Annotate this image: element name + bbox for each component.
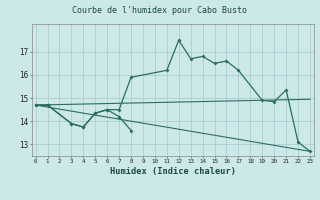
X-axis label: Humidex (Indice chaleur): Humidex (Indice chaleur) [110,167,236,176]
Text: Courbe de l'humidex pour Cabo Busto: Courbe de l'humidex pour Cabo Busto [73,6,247,15]
